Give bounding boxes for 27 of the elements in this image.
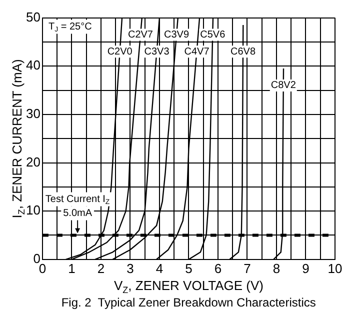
annotation: 5.0mA <box>63 208 92 219</box>
y-tick-label: 30 <box>26 106 40 122</box>
text: Fig. 2 Typical Zener Breakdown Characteristics <box>61 296 316 310</box>
x-tick-label: 2 <box>97 260 105 276</box>
x-tick-label: 4 <box>156 260 164 276</box>
series-label: C3V3 <box>144 46 170 58</box>
x-tick-label: 6 <box>214 260 222 276</box>
series-label: C6V8 <box>230 46 256 58</box>
x-tick-label: 9 <box>302 260 310 276</box>
series-label: C8V2 <box>270 80 296 92</box>
series-label: C4V7 <box>184 46 210 58</box>
x-tick-label: 7 <box>244 260 251 276</box>
y-tick-label: 40 <box>26 58 40 73</box>
y-tick-label: 50 <box>26 9 40 24</box>
y-tick-label: 0 <box>33 250 40 266</box>
y-tick-label: 20 <box>26 154 40 170</box>
x-tick-label: 10 <box>328 260 342 276</box>
series-label: C2V0 <box>107 46 133 58</box>
series-label: C3V9 <box>164 29 190 40</box>
x-tick-label: 8 <box>272 260 280 276</box>
series-label: C5V6 <box>200 29 226 40</box>
y-axis-title: IZ, ZENER CURRENT (mA) <box>10 59 26 218</box>
x-tick-label: 3 <box>126 260 134 276</box>
series-label: C2V7 <box>128 29 154 40</box>
x-tick-label: 5 <box>185 260 192 276</box>
x-tick-label: 1 <box>68 260 76 276</box>
y-tick-label: 10 <box>26 202 40 218</box>
